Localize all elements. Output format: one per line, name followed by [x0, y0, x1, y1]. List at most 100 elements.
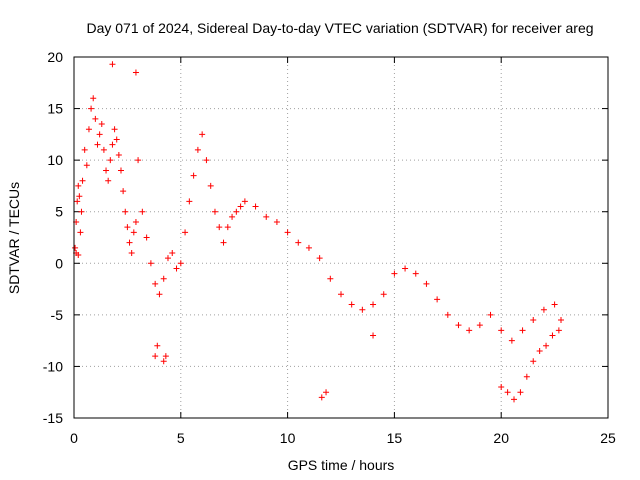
data-point: [109, 141, 116, 148]
data-point: [359, 306, 366, 313]
data-point: [79, 177, 86, 184]
data-point: [229, 213, 236, 220]
data-point: [466, 327, 473, 334]
data-point: [551, 301, 558, 308]
data-point: [536, 347, 543, 354]
data-point: [154, 342, 161, 349]
data-point: [85, 126, 92, 133]
data-point: [194, 146, 201, 153]
data-point: [555, 327, 562, 334]
data-point: [370, 301, 377, 308]
data-point: [77, 229, 84, 236]
data-point: [76, 193, 83, 200]
data-point: [72, 244, 79, 251]
data-points: [72, 61, 565, 403]
data-point: [327, 275, 334, 282]
data-point: [164, 255, 171, 262]
data-point: [75, 182, 82, 189]
data-point: [199, 131, 206, 138]
x-tick-label: 20: [493, 430, 509, 446]
data-point: [100, 146, 107, 153]
data-point: [103, 167, 110, 174]
y-tick-label: -10: [43, 358, 63, 374]
data-point: [211, 208, 218, 215]
data-point: [113, 136, 120, 143]
data-point: [190, 172, 197, 179]
data-point: [295, 239, 302, 246]
data-point: [169, 249, 176, 256]
data-point: [109, 61, 116, 68]
y-axis-label: SDTVAR / TECUs: [6, 182, 22, 294]
data-point: [216, 224, 223, 231]
x-tick-label: 10: [280, 430, 296, 446]
data-point: [316, 255, 323, 262]
data-point: [203, 157, 210, 164]
data-point: [455, 322, 462, 329]
data-point: [498, 384, 505, 391]
data-point: [186, 198, 193, 205]
data-point: [94, 141, 101, 148]
data-point: [130, 229, 137, 236]
data-point: [92, 115, 99, 122]
data-point: [117, 167, 124, 174]
x-tick-label: 5: [177, 430, 185, 446]
data-point: [90, 95, 97, 102]
x-tick-label: 0: [70, 430, 78, 446]
y-tick-label: 15: [47, 101, 63, 117]
data-point: [241, 198, 248, 205]
data-point: [487, 311, 494, 318]
data-point: [152, 280, 159, 287]
data-point: [498, 327, 505, 334]
y-tick-label: 0: [55, 255, 63, 271]
data-point: [412, 270, 419, 277]
data-point: [263, 213, 270, 220]
data-point: [111, 126, 118, 133]
data-point: [305, 244, 312, 251]
y-tick-label: 5: [55, 204, 63, 220]
data-point: [173, 265, 180, 272]
x-axis-label: GPS time / hours: [288, 457, 395, 473]
data-point: [96, 131, 103, 138]
data-point: [348, 301, 355, 308]
data-point: [476, 322, 483, 329]
data-point: [160, 358, 167, 365]
data-point: [402, 265, 409, 272]
data-point: [558, 317, 565, 324]
data-point: [523, 373, 530, 380]
data-point: [135, 157, 142, 164]
data-point: [152, 353, 159, 360]
data-point: [147, 260, 154, 267]
data-point: [160, 275, 167, 282]
data-point: [107, 157, 114, 164]
data-point: [318, 394, 325, 401]
data-point: [530, 358, 537, 365]
data-point: [207, 182, 214, 189]
data-point: [237, 203, 244, 210]
data-point: [511, 396, 518, 403]
data-point: [338, 291, 344, 298]
data-point: [139, 208, 146, 215]
chart-title: Day 071 of 2024, Sidereal Day-to-day VTE…: [86, 20, 593, 36]
data-point: [444, 311, 451, 318]
x-tick-label: 25: [600, 430, 616, 446]
data-point: [182, 229, 189, 236]
data-point: [549, 332, 556, 339]
data-point: [128, 249, 135, 256]
data-point: [224, 224, 231, 231]
data-point: [98, 121, 105, 128]
data-point: [508, 337, 515, 344]
y-tick-label: -5: [51, 307, 64, 323]
data-point: [132, 69, 139, 76]
data-point: [323, 389, 330, 396]
data-point: [88, 105, 95, 112]
y-tick-label: -15: [43, 410, 63, 426]
data-point: [162, 353, 169, 360]
plot-frame: [73, 56, 609, 419]
data-point: [124, 224, 131, 231]
data-point: [78, 208, 85, 215]
tick-layer: 0 5 10 15 20 25 -15 -10 -5 0 5 10 15 20: [43, 49, 616, 446]
data-point: [156, 291, 163, 298]
data-point: [122, 208, 129, 215]
data-point: [273, 219, 280, 226]
